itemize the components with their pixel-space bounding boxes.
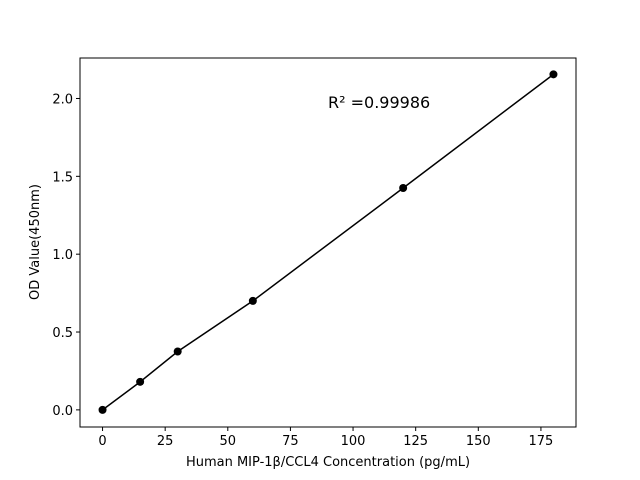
x-tick-label: 100 — [341, 434, 366, 449]
x-tick-label: 0 — [98, 434, 106, 449]
x-axis-label: Human MIP-1β/CCL4 Concentration (pg/mL) — [186, 455, 470, 470]
y-tick-label: 1.5 — [52, 170, 73, 185]
data-point — [136, 377, 145, 386]
x-tick-label: 125 — [403, 434, 428, 449]
data-point — [399, 184, 408, 193]
y-tick-label: 1.0 — [52, 248, 73, 263]
y-tick-label: 2.0 — [52, 92, 73, 107]
x-tick-label: 50 — [220, 434, 237, 449]
y-tick-label: 0.0 — [52, 404, 73, 419]
plot-frame — [79, 57, 577, 428]
data-point — [549, 70, 558, 79]
data-line — [102, 73, 554, 411]
data-point — [173, 347, 182, 356]
x-tick-label: 150 — [466, 434, 491, 449]
x-tick-label: 25 — [157, 434, 174, 449]
x-tick-label: 175 — [529, 434, 554, 449]
y-tick-label: 0.5 — [52, 326, 73, 341]
annotation: R² =0.99986 — [328, 93, 430, 112]
data-point — [98, 405, 107, 414]
y-axis-label: OD Value(450nm) — [28, 184, 43, 300]
data-point — [248, 296, 257, 305]
x-tick-label: 75 — [282, 434, 299, 449]
